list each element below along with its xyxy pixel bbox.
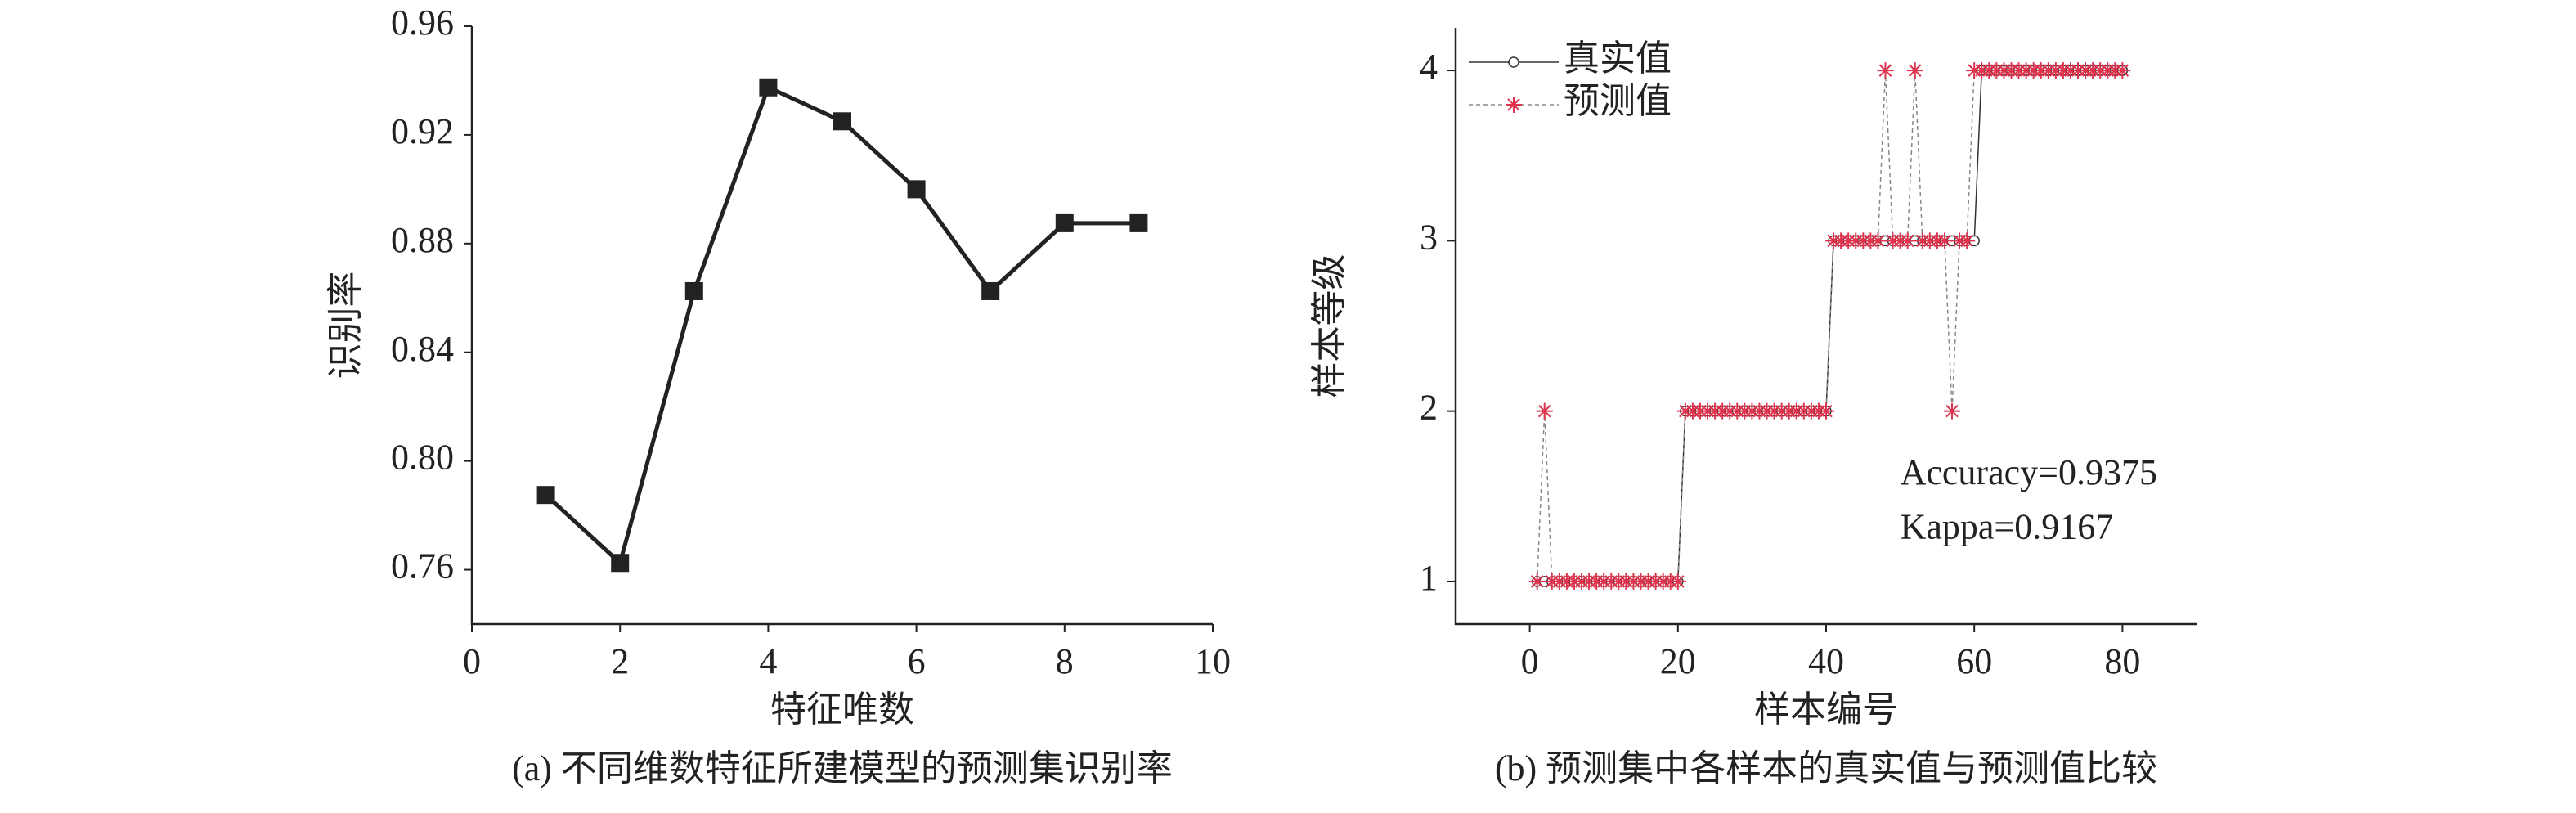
- y-tick-label: 0.76: [391, 546, 454, 586]
- data-point: [536, 486, 555, 505]
- y-tick-label: 3: [1420, 217, 1438, 257]
- x-tick-label: 4: [759, 641, 777, 681]
- data-point: [759, 78, 778, 97]
- x-tick-label: 6: [908, 641, 926, 681]
- x-axis-label: 样本编号: [1754, 689, 1898, 730]
- y-tick-label: 0.80: [391, 438, 454, 478]
- data-point: [1877, 62, 1894, 79]
- data-point: [1936, 232, 1953, 249]
- y-tick-label: 0.96: [391, 2, 454, 43]
- data-point: [2114, 62, 2131, 79]
- data-point: [907, 180, 926, 199]
- legend-label: 预测值: [1564, 81, 1672, 121]
- y-tick-label: 1: [1420, 558, 1438, 598]
- y-tick-label: 0.88: [391, 220, 454, 260]
- x-tick-label: 8: [1056, 641, 1074, 681]
- data-point: [611, 554, 630, 573]
- x-tick-label: 80: [2104, 641, 2140, 681]
- y-tick-label: 4: [1420, 47, 1438, 87]
- x-tick-label: 0: [463, 641, 481, 681]
- data-point: [1906, 62, 1923, 79]
- x-axis-label: 特征唯数: [770, 689, 914, 730]
- data-point: [1055, 213, 1074, 232]
- y-tick-label: 0.84: [391, 329, 454, 369]
- y-tick-label: 0.92: [391, 111, 454, 151]
- data-point: [1818, 402, 1834, 420]
- data-point: [1959, 232, 1976, 249]
- x-tick-label: 60: [1956, 641, 1992, 681]
- legend-marker: [1508, 56, 1519, 68]
- caption: (b) 预测集中各样本的真实值与预测值比较: [1495, 748, 2157, 788]
- y-axis-label: 识别率: [325, 272, 366, 380]
- data-point: [1129, 213, 1148, 232]
- y-axis-label: 样本等级: [1309, 254, 1349, 398]
- y-tick-label: 2: [1420, 388, 1438, 428]
- data-point: [1536, 402, 1553, 420]
- data-point: [981, 281, 1000, 300]
- x-tick-label: 20: [1660, 641, 1696, 681]
- series-line: [1536, 70, 2123, 582]
- data-point: [833, 112, 851, 131]
- axes: [1454, 28, 2197, 626]
- legend-label: 真实值: [1564, 38, 1672, 79]
- annotation: Kappa=0.9167: [1901, 507, 2114, 547]
- x-tick-label: 0: [1521, 641, 1539, 681]
- data-point: [1528, 573, 1546, 590]
- data-point: [684, 281, 703, 300]
- data-point: [1669, 573, 1686, 590]
- series-line: [544, 84, 1139, 567]
- caption: (a) 不同维数特征所建模型的预测集识别率: [512, 748, 1173, 788]
- legend-marker: [1506, 97, 1522, 113]
- data-point: [1899, 232, 1916, 249]
- x-tick-label: 10: [1195, 641, 1231, 681]
- x-tick-label: 2: [611, 641, 629, 681]
- data-point: [1944, 402, 1961, 420]
- annotation: Accuracy=0.9375: [1901, 452, 2157, 492]
- data-point: [1869, 232, 1887, 249]
- x-tick-label: 40: [1808, 641, 1844, 681]
